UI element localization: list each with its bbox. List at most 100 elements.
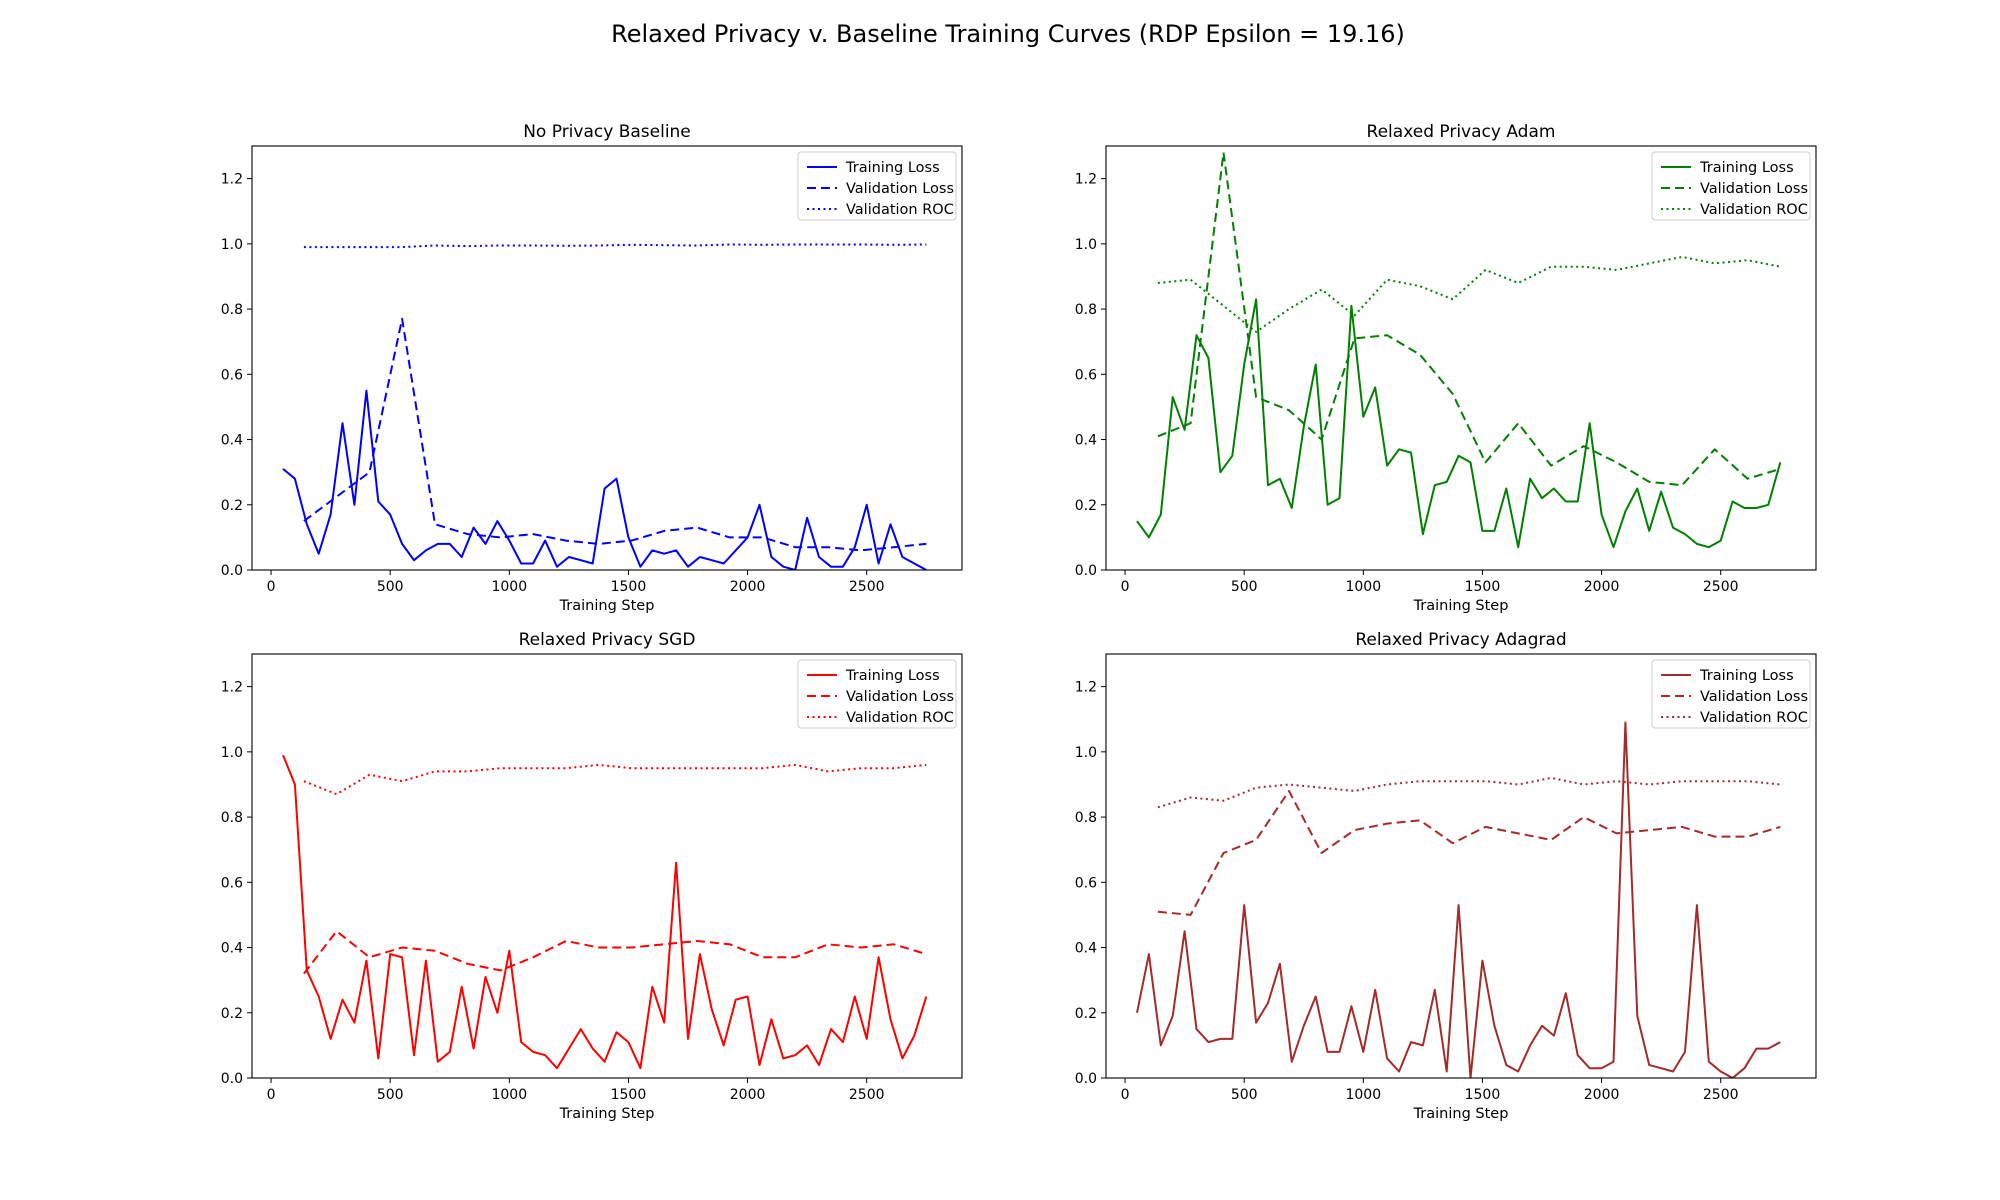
series-group (1136, 151, 1782, 549)
y-tick-label: 0.8 (1075, 810, 1097, 826)
x-axis-label: Training Step (559, 1106, 655, 1122)
subplot-grid: No Privacy Baseline 0 500 1000 1500 2000 2500 0… (221, 122, 1817, 1122)
x-tick-label: 2500 (1703, 1087, 1739, 1103)
x-tick-label: 2500 (1703, 579, 1739, 595)
x-tick-label: 0 (267, 579, 276, 595)
series-line-training-loss (1136, 298, 1782, 549)
axes-frame (1105, 145, 1817, 571)
x-tick-label: 1000 (491, 1087, 527, 1103)
legend-box (797, 151, 957, 221)
y-tick-label: 0.4 (1075, 433, 1097, 449)
y-tick-label: 0.8 (1075, 302, 1097, 318)
x-tick-label: 0 (267, 1087, 276, 1103)
y-tick-label: 1.0 (221, 745, 243, 761)
x-tick-label: 1500 (1465, 1087, 1501, 1103)
subplot-title: Relaxed Privacy SGD (519, 630, 696, 650)
y-tick-label: 0.6 (1075, 367, 1097, 383)
x-tick-label: 500 (377, 1087, 404, 1103)
series-group (282, 754, 928, 1070)
series-group (1136, 721, 1781, 1078)
x-tick-label: 0 (1121, 1087, 1130, 1103)
legend-label: Training Loss (845, 668, 940, 684)
y-tick-label: 1.0 (1075, 237, 1097, 253)
x-tick-label: 500 (377, 579, 404, 595)
x-tick-label: 500 (1231, 579, 1258, 595)
x-tick-label: 1500 (611, 579, 647, 595)
x-axis-label: Training Step (559, 598, 655, 614)
subplot-title: Relaxed Privacy Adagrad (1355, 630, 1566, 650)
legend-label: Validation Loss (846, 689, 954, 705)
subplot-1: No Privacy Baseline 0 500 1000 1500 2000 2500 0… (221, 122, 963, 614)
y-tick-label: 1.2 (1075, 172, 1097, 188)
figure-title: Relaxed Privacy v. Baseline Training Cur… (611, 20, 1405, 48)
y-tick-label: 0.6 (1075, 875, 1097, 891)
series-line-validation-roc (1157, 255, 1781, 333)
y-tick-label: 0.8 (221, 810, 243, 826)
x-tick-label: 1000 (1345, 579, 1381, 595)
legend-label: Validation ROC (846, 202, 954, 218)
x-tick-label: 1000 (491, 579, 527, 595)
legend: Training Loss Validation Loss Validation R… (1651, 151, 1811, 221)
legend-label: Training Loss (1699, 160, 1794, 176)
axes-frame (251, 145, 963, 571)
y-tick-label: 1.2 (221, 172, 243, 188)
y-tick-label: 0.0 (1075, 1071, 1097, 1087)
x-tick-label: 1000 (1345, 1087, 1381, 1103)
legend-box (797, 659, 957, 729)
series-line-validation-roc (303, 763, 927, 796)
y-tick-label: 0.0 (221, 1071, 243, 1087)
series-line-training-loss (282, 754, 928, 1070)
series-line-training-loss (282, 389, 927, 570)
legend-label: Validation Loss (1700, 689, 1808, 705)
legend-label: Validation ROC (846, 710, 954, 726)
series-line-validation-loss (303, 317, 927, 552)
x-tick-label: 2000 (1584, 1087, 1620, 1103)
y-tick-label: 0.4 (221, 433, 243, 449)
x-tick-label: 2000 (1584, 579, 1620, 595)
y-tick-label: 0.6 (221, 367, 243, 383)
x-axis-label: Training Step (1413, 1106, 1509, 1122)
legend-box (1651, 659, 1811, 729)
series-line-validation-loss (1157, 151, 1781, 487)
series-line-validation-roc (303, 243, 927, 249)
x-tick-label: 2000 (730, 1087, 766, 1103)
x-tick-label: 2500 (849, 1087, 885, 1103)
axes-frame (251, 653, 963, 1079)
y-tick-label: 0.4 (221, 941, 243, 957)
y-tick-label: 0.0 (1075, 563, 1097, 579)
legend: Training Loss Validation Loss Validation R… (797, 659, 957, 729)
subplot-2: Relaxed Privacy Adam 0 500 1000 1500 2000 2500… (1075, 122, 1817, 614)
subplot-title: No Privacy Baseline (523, 122, 691, 142)
axes-frame (1105, 653, 1817, 1079)
y-tick-label: 1.0 (221, 237, 243, 253)
x-tick-label: 500 (1231, 1087, 1258, 1103)
legend-label: Validation ROC (1700, 202, 1808, 218)
series-line-validation-loss (303, 930, 927, 975)
legend-label: Validation Loss (1700, 181, 1808, 197)
series-line-validation-loss (1157, 790, 1781, 916)
y-tick-label: 0.2 (1075, 1006, 1097, 1022)
legend-label: Training Loss (845, 160, 940, 176)
y-tick-label: 0.2 (221, 498, 243, 514)
x-tick-label: 2000 (730, 579, 766, 595)
legend-label: Training Loss (1699, 668, 1794, 684)
legend: Training Loss Validation Loss Validation R… (1651, 659, 1811, 729)
y-tick-label: 0.4 (1075, 941, 1097, 957)
series-line-training-loss (1136, 721, 1781, 1078)
x-tick-label: 0 (1121, 579, 1130, 595)
y-tick-label: 0.2 (221, 1006, 243, 1022)
series-group (282, 243, 927, 570)
legend-label: Validation ROC (1700, 710, 1808, 726)
x-tick-label: 1500 (1465, 579, 1501, 595)
y-tick-label: 0.2 (1075, 498, 1097, 514)
subplot-3: Relaxed Privacy SGD 0 500 1000 1500 2000 2500 0… (221, 630, 963, 1122)
legend: Training Loss Validation Loss Validation R… (797, 151, 957, 221)
legend-label: Validation Loss (846, 181, 954, 197)
x-tick-label: 2500 (849, 579, 885, 595)
subplot-4: Relaxed Privacy Adagrad 0 500 1000 1500 2000 2… (1075, 630, 1817, 1122)
x-axis-label: Training Step (1413, 598, 1509, 614)
legend-box (1651, 151, 1811, 221)
y-tick-label: 1.2 (221, 680, 243, 696)
subplot-title: Relaxed Privacy Adam (1367, 122, 1556, 142)
